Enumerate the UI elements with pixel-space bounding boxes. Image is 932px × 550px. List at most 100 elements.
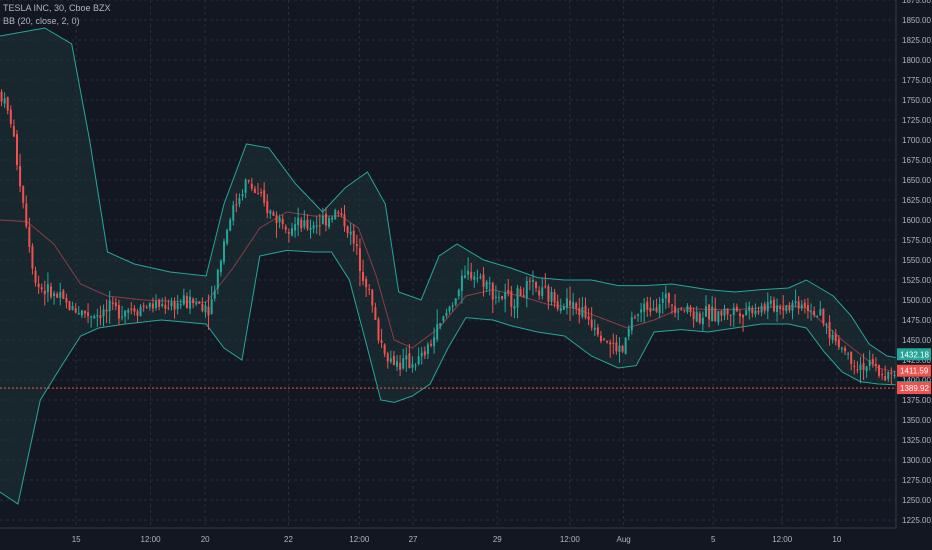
- candle-body: [374, 307, 377, 320]
- price-tick-label: 1500.00: [902, 296, 931, 305]
- candle-body: [365, 278, 368, 288]
- candle: [510, 285, 513, 317]
- candle-body: [226, 229, 229, 244]
- candle: [606, 340, 609, 344]
- candle: [553, 288, 556, 308]
- candle-body: [522, 295, 525, 298]
- candle-body: [844, 347, 847, 352]
- candle: [77, 306, 80, 316]
- candle: [105, 299, 108, 324]
- candle-body: [49, 286, 52, 297]
- candle-body: [62, 290, 65, 299]
- candle-body: [287, 232, 290, 234]
- candle: [569, 286, 572, 321]
- candle: [501, 295, 504, 301]
- candle: [374, 302, 377, 320]
- candle: [637, 313, 640, 322]
- candle: [238, 193, 241, 208]
- candle-body: [825, 324, 828, 326]
- candle-body: [890, 372, 893, 375]
- candle: [538, 285, 541, 300]
- candle: [850, 351, 853, 371]
- candle: [562, 303, 565, 310]
- candle: [646, 296, 649, 317]
- candle-body: [695, 311, 698, 322]
- candle-body: [297, 217, 300, 226]
- candle: [117, 299, 120, 326]
- candle: [74, 303, 77, 314]
- price-tick-label: 1825.00: [902, 36, 931, 45]
- candle-body: [859, 364, 862, 371]
- candle: [198, 300, 201, 304]
- candle: [9, 105, 12, 128]
- candle: [68, 300, 71, 311]
- candle-body: [630, 317, 633, 331]
- candle: [334, 208, 337, 220]
- candle-body: [352, 230, 355, 244]
- candle: [742, 314, 745, 332]
- candle-body: [108, 300, 111, 312]
- candle-body: [290, 228, 293, 236]
- candle-body: [782, 307, 785, 311]
- candle-body: [216, 269, 219, 289]
- candle-body: [779, 307, 782, 309]
- candle: [785, 304, 788, 314]
- candle: [399, 354, 402, 376]
- candle: [572, 293, 575, 316]
- price-tick-label: 1650.00: [902, 176, 931, 185]
- symbol-legend[interactable]: TESLA INC, 30, Cboe BZX: [3, 3, 111, 13]
- indicator-legend[interactable]: BB (20, close, 2, 0): [3, 16, 80, 26]
- candle-body: [380, 340, 383, 343]
- candle-body: [813, 310, 816, 316]
- candle: [56, 291, 59, 299]
- candle: [603, 337, 606, 342]
- candle-body: [124, 310, 127, 317]
- candle: [451, 302, 454, 312]
- price-tick-label: 1850.00: [902, 16, 931, 25]
- candle: [145, 304, 148, 309]
- candle: [195, 298, 198, 307]
- price-label-badge: 1432.18: [897, 348, 931, 361]
- candle-body: [133, 308, 136, 312]
- candle-body: [423, 351, 426, 356]
- price-tick-label: 1775.00: [902, 76, 931, 85]
- candle-body: [772, 299, 775, 312]
- candle: [93, 314, 96, 319]
- candle: [142, 302, 145, 312]
- price-axis[interactable]: 1225.00 1250.00 1275.00 1300.00 1325.00 1350.…: [895, 0, 932, 550]
- candle: [689, 304, 692, 317]
- candle-body: [766, 302, 769, 312]
- candle: [108, 290, 111, 324]
- candle: [494, 285, 497, 305]
- candle: [556, 294, 559, 312]
- candle-body: [519, 289, 522, 297]
- candle: [3, 92, 6, 108]
- candle-body: [887, 371, 890, 379]
- candle: [714, 297, 717, 322]
- candle: [658, 296, 661, 318]
- candle: [797, 296, 800, 315]
- candle: [263, 182, 266, 207]
- candle-body: [201, 303, 204, 312]
- candle: [294, 216, 297, 238]
- candle-body: [584, 305, 587, 318]
- price-tick-label: 1400.00: [902, 376, 931, 385]
- candle-body: [680, 309, 683, 311]
- candle: [297, 207, 300, 237]
- candle-body: [785, 306, 788, 312]
- candle: [247, 179, 250, 184]
- candle-body: [53, 293, 56, 296]
- candle-body: [185, 296, 188, 309]
- candle-body: [794, 301, 797, 303]
- candle: [720, 309, 723, 322]
- candle-body: [31, 246, 34, 269]
- time-axis[interactable]: 15 12:00 20 22 12:00 27 29 12:00 Aug 5 12:00 10: [0, 527, 932, 550]
- candle-body: [692, 311, 695, 320]
- candle: [96, 308, 99, 327]
- candle: [507, 279, 510, 297]
- price-label-bg: [897, 348, 931, 361]
- candle-body: [535, 282, 538, 289]
- candle: [204, 301, 207, 318]
- candle-body: [658, 304, 661, 314]
